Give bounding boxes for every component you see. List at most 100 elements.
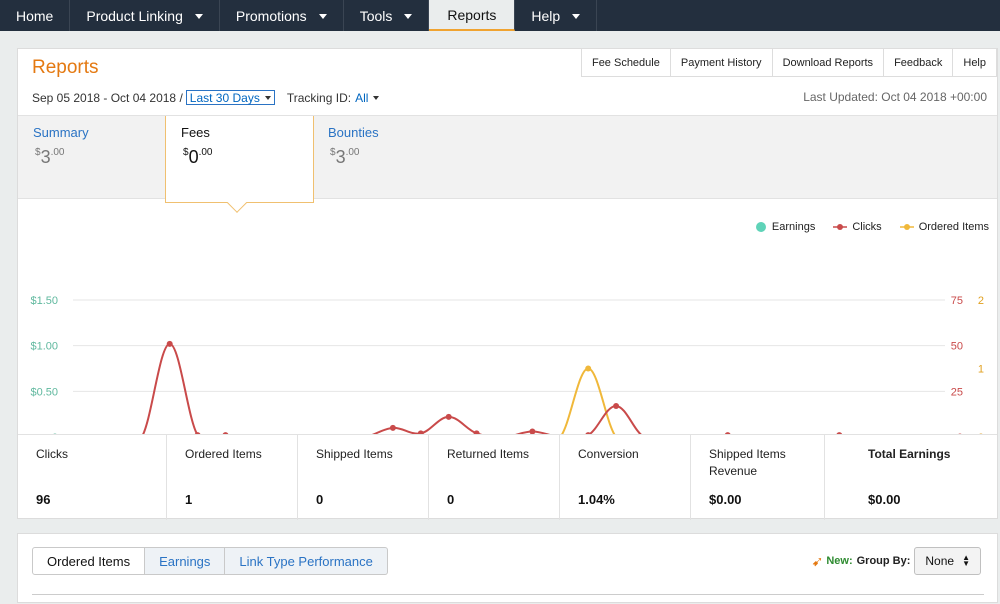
y-tick-label-earnings: $0.50	[30, 386, 58, 398]
tracking-id-filter: Tracking ID: All	[287, 91, 380, 105]
tab-label: Fees	[181, 125, 210, 140]
stat-label: Clicks	[36, 447, 68, 461]
stat-conversion: Conversion 1.04%	[560, 435, 691, 520]
caret-down-icon[interactable]	[373, 95, 380, 100]
series-line-ordered-items	[86, 367, 923, 438]
data-point-clicks	[613, 402, 620, 409]
stat-label: Shipped Items	[316, 447, 393, 461]
stat-label: Returned Items	[447, 447, 530, 461]
stat-label: Ordered Items	[185, 447, 262, 461]
tab-fees[interactable]: Fees $0.00	[165, 116, 314, 213]
legend-item-ordered-items[interactable]: Ordered Items	[899, 221, 989, 233]
group-by-control: ➹ New: Group By: None ▲ ▼	[812, 547, 981, 575]
tracking-id-label: Tracking ID:	[286, 90, 352, 105]
stat-returned-items: Returned Items 0	[429, 435, 560, 520]
summary-tabs-band: Summary $3.00 Fees $0.00 Bounties $3.00	[18, 115, 997, 213]
page-title: Reports	[32, 57, 99, 78]
group-by-value: None	[925, 554, 955, 568]
help-link[interactable]: Help	[953, 48, 997, 77]
nav-home[interactable]: Home	[0, 0, 71, 31]
updown-arrows-icon: ▲ ▼	[962, 553, 970, 568]
tab-amount: $0.00	[183, 147, 213, 167]
date-range-text: Sep 05 2018 - Oct 04 2018 /	[32, 90, 183, 105]
group-by-select[interactable]: None ▲ ▼	[914, 547, 981, 575]
y-tick-label-earnings: $1.00	[30, 341, 58, 353]
earnings-chart: Earnings Clicks Ordered Items 0$0.50$1.0…	[18, 209, 997, 459]
y-tick-label-clicks: 75	[951, 295, 963, 307]
y-tick-label-clicks: 25	[951, 386, 963, 398]
stat-value: 1.04%	[578, 492, 615, 507]
reports-card: Reports Fee Schedule Payment History Dow…	[17, 48, 998, 520]
stat-clicks: Clicks 96	[18, 435, 167, 520]
breakdown-card: Ordered Items Earnings Link Type Perform…	[17, 533, 998, 603]
tab-summary[interactable]: Summary $3.00	[33, 116, 181, 200]
nav-tools[interactable]: Tools	[344, 0, 430, 31]
stat-value: 96	[36, 492, 51, 507]
legend-item-clicks[interactable]: Clicks	[833, 221, 882, 233]
top-navigation: Home Product Linking Promotions Tools Re…	[0, 0, 1000, 31]
y-tick-label-earnings: $1.50	[30, 295, 58, 307]
stat-value: $0.00	[709, 492, 742, 507]
rocket-icon: ➹	[811, 552, 824, 569]
new-badge: New:	[826, 555, 853, 567]
stat-label: Shipped Items Revenue	[709, 447, 786, 478]
stats-row: Clicks 96 Ordered Items 1 Shipped Items 0 R…	[18, 434, 997, 520]
nav-label: Reports	[447, 6, 497, 23]
caret-down-icon	[264, 95, 271, 100]
tab-amount: $3.00	[330, 147, 360, 167]
data-point-clicks	[445, 413, 452, 420]
tab-label: Bounties	[328, 125, 379, 140]
data-point-clicks	[529, 428, 536, 435]
stat-ordered-items: Ordered Items 1	[167, 435, 298, 520]
download-reports-link[interactable]: Download Reports	[772, 48, 885, 77]
last-updated-text: Last Updated: Oct 04 2018 +00:00	[803, 90, 987, 104]
table-header-line	[32, 594, 984, 604]
nav-label: Home	[16, 7, 54, 24]
caret-down-icon	[572, 13, 581, 19]
circle-icon	[755, 222, 766, 232]
legend-label: Ordered Items	[918, 221, 989, 233]
data-point-ordered-items	[585, 365, 592, 372]
nav-label: Promotions	[235, 7, 307, 24]
series-line-clicks	[86, 342, 923, 439]
tab-amount: $3.00	[35, 147, 65, 167]
nav-help[interactable]: Help	[515, 0, 598, 31]
tab-label: Summary	[33, 125, 89, 140]
line-dot-icon	[833, 224, 848, 230]
caret-down-icon	[194, 13, 203, 19]
stat-shipped-items-revenue: Shipped Items Revenue $0.00	[691, 435, 825, 520]
y-tick-label-clicks: 50	[951, 341, 963, 353]
nav-promotions[interactable]: Promotions	[220, 0, 344, 31]
nav-product-linking[interactable]: Product Linking	[70, 0, 220, 31]
tab-bounties[interactable]: Bounties $3.00	[328, 116, 476, 200]
stat-shipped-items: Shipped Items 0	[298, 435, 429, 520]
legend-item-earnings[interactable]: Earnings	[755, 221, 816, 233]
data-point-clicks	[166, 340, 173, 347]
nav-label: Tools	[359, 7, 393, 24]
data-point-clicks	[389, 424, 396, 431]
y-tick-label-ordered: 2	[978, 295, 984, 307]
chart-plot: 0$0.50$1.00$1.50025507501205 Sep08111417…	[30, 295, 984, 459]
payment-history-link[interactable]: Payment History	[670, 48, 773, 77]
date-range-select[interactable]: Last 30 Days	[185, 90, 275, 105]
nav-label: Help	[531, 7, 561, 24]
y-tick-label-ordered: 1	[978, 364, 984, 376]
legend-label: Earnings	[771, 221, 816, 233]
stat-total-earnings: Total Earnings $0.00	[825, 435, 997, 520]
line-dot-icon	[899, 224, 914, 230]
breakdown-tabs: Ordered Items Earnings Link Type Perform…	[32, 547, 388, 575]
stat-value: $0.00	[868, 492, 901, 507]
tab-ordered-items[interactable]: Ordered Items	[32, 547, 146, 575]
tracking-id-select[interactable]: All	[355, 90, 369, 105]
feedback-link[interactable]: Feedback	[884, 48, 954, 77]
tab-earnings[interactable]: Earnings	[145, 547, 226, 575]
fee-schedule-link[interactable]: Fee Schedule	[581, 48, 671, 77]
date-range-select-value: Last 30 Days	[189, 90, 260, 105]
stat-value: 1	[185, 492, 193, 507]
date-filter-row: Sep 05 2018 - Oct 04 2018 / Last 30 Days…	[32, 90, 380, 105]
caret-down-icon	[318, 13, 327, 19]
tab-link-type-performance[interactable]: Link Type Performance	[225, 547, 388, 575]
group-by-label: Group By:	[856, 555, 911, 567]
nav-reports[interactable]: Reports	[429, 0, 516, 31]
nav-label: Product Linking	[86, 7, 183, 24]
